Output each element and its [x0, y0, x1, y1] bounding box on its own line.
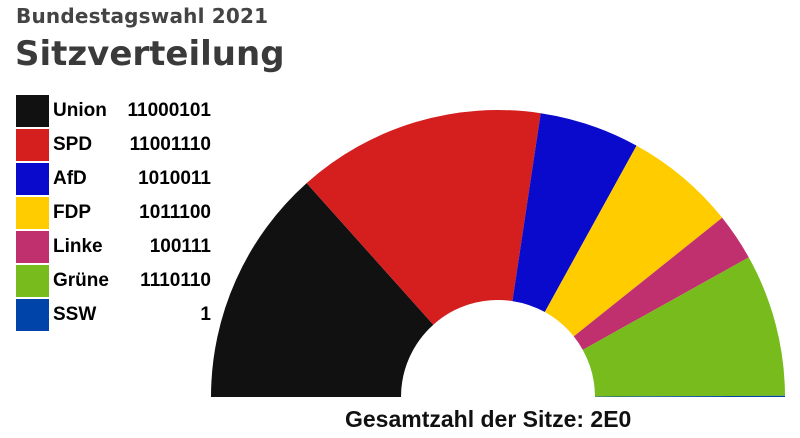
legend-row: Linke 100111: [16, 231, 213, 265]
legend-party-label: SSW: [51, 299, 115, 331]
legend-seat-count: 1010011: [117, 163, 213, 195]
seat-segment-afd: [512, 113, 637, 313]
legend-swatch: [16, 95, 49, 127]
legend: Union 11000101 SPD 11001110 AfD 1010011 FDP 101…: [16, 95, 213, 333]
legend-seat-count: 1110110: [117, 265, 213, 297]
legend-seat-count: 100111: [117, 231, 213, 263]
chart-title: Sitzverteilung: [15, 34, 285, 74]
legend-seat-count: 11000101: [117, 95, 213, 127]
legend-party-label: SPD: [51, 129, 115, 161]
legend-swatch: [16, 265, 49, 297]
total-seats-label: Gesamtzahl der Sitze: 2E0: [345, 406, 632, 432]
legend-party-label: Grüne: [51, 265, 115, 297]
legend-party-label: FDP: [51, 197, 115, 229]
legend-row: AfD 1010011: [16, 163, 213, 197]
legend-row: SSW 1: [16, 299, 213, 333]
seat-segment-linke: [573, 217, 749, 350]
legend-party-label: Union: [51, 95, 115, 127]
legend-seat-count: 1: [117, 299, 213, 331]
legend-row: FDP 1011100: [16, 197, 213, 231]
legend-swatch: [16, 129, 49, 161]
legend-party-label: Linke: [51, 231, 115, 263]
chart-supertitle: Bundestagswahl 2021: [16, 4, 269, 28]
seat-segment-ssw: [594, 395, 785, 397]
legend-party-label: AfD: [51, 163, 115, 195]
legend-seat-count: 1011100: [117, 197, 213, 229]
seat-segment-union: [211, 183, 434, 397]
seat-segment-fdp: [544, 145, 723, 337]
legend-row: Grüne 1110110: [16, 265, 213, 299]
legend-swatch: [16, 231, 49, 263]
legend-swatch: [16, 299, 49, 331]
seat-segment-spd: [306, 110, 541, 325]
seat-segment-grüne: [582, 257, 785, 397]
legend-swatch: [16, 197, 49, 229]
legend-row: Union 11000101: [16, 95, 213, 129]
legend-seat-count: 11001110: [117, 129, 213, 161]
legend-swatch: [16, 163, 49, 195]
legend-row: SPD 11001110: [16, 129, 213, 163]
